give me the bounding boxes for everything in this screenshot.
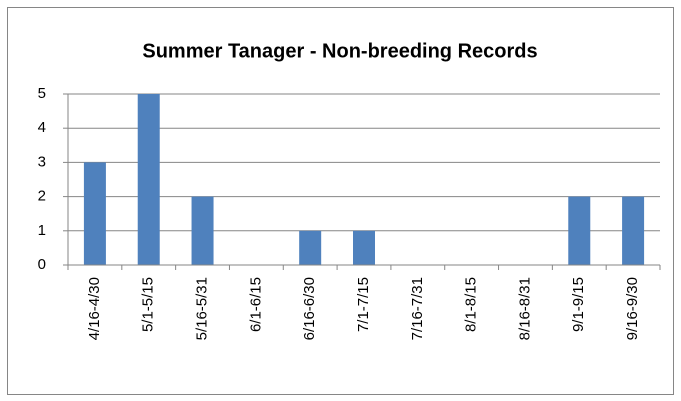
x-tick-label: 4/16-4/30	[86, 277, 103, 340]
y-tick-label: 5	[38, 85, 46, 102]
bar	[622, 196, 645, 265]
y-tick-label: 1	[38, 222, 46, 239]
bar	[299, 230, 322, 265]
bar	[568, 196, 591, 265]
x-tick-label: 9/16-9/30	[624, 277, 641, 340]
bar	[191, 196, 214, 265]
chart-title: Summer Tanager - Non-breeding Records	[142, 40, 537, 62]
y-tick-label: 4	[38, 119, 46, 136]
bar	[353, 230, 375, 265]
x-tick-label: 5/1-5/15	[140, 277, 157, 332]
x-tick-label: 8/1-8/15	[463, 277, 480, 332]
y-tick-label: 2	[38, 188, 46, 205]
y-tick-label: 0	[38, 256, 46, 273]
bar	[137, 94, 160, 265]
bar	[83, 162, 106, 265]
y-tick-label: 3	[38, 153, 46, 170]
chart-border	[7, 7, 674, 395]
x-tick-label: 7/16-7/31	[409, 277, 426, 340]
x-tick-label: 8/16-8/31	[516, 277, 533, 340]
x-tick-label: 5/16-5/31	[194, 277, 211, 340]
x-tick-label: 6/16-6/30	[301, 277, 318, 340]
x-tick-label: 6/1-6/15	[247, 277, 264, 332]
x-tick-label: 9/1-9/15	[570, 277, 587, 332]
x-tick-label: 7/1-7/15	[355, 277, 372, 332]
